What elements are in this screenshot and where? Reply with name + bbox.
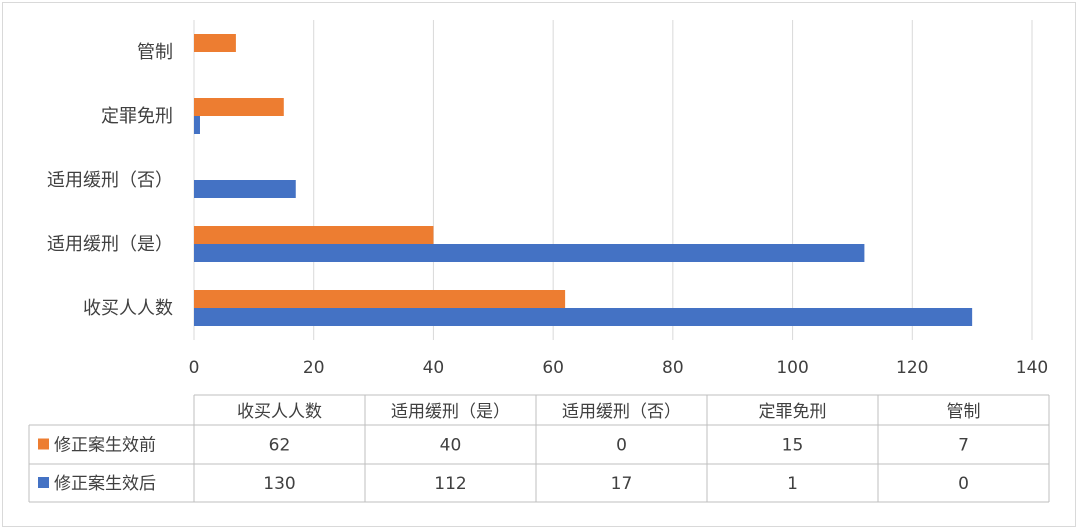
legend-swatch <box>38 477 49 488</box>
bar-before <box>194 34 236 52</box>
table-cell: 0 <box>958 474 969 494</box>
table-cell: 112 <box>434 474 466 494</box>
bars <box>194 34 973 326</box>
bar-after <box>194 308 973 326</box>
category-label: 定罪免刑 <box>101 106 173 127</box>
x-tick-label: 0 <box>189 358 200 378</box>
legend-label: 修正案生效后 <box>54 474 156 494</box>
x-tick-label: 140 <box>1016 358 1048 378</box>
table-cell: 7 <box>958 436 969 456</box>
table-header: 适用缓刑（是） <box>391 402 510 422</box>
table-header: 管制 <box>947 402 981 422</box>
bar-before <box>194 290 566 308</box>
legend-label: 修正案生效前 <box>54 436 156 456</box>
gridlines <box>193 20 1033 340</box>
table-cell: 62 <box>269 436 291 456</box>
x-tick-label: 20 <box>303 358 325 378</box>
table-cell: 40 <box>440 436 462 456</box>
table-cell: 17 <box>611 474 633 494</box>
table-header: 适用缓刑（否） <box>562 402 681 422</box>
category-label: 适用缓刑（否） <box>47 170 173 191</box>
x-tick-labels: 0 20 40 60 80 100 120 140 <box>189 358 1049 378</box>
bar-before <box>194 226 434 244</box>
bar-after <box>194 116 200 134</box>
x-tick-label: 80 <box>662 358 684 378</box>
category-labels: 收买人人数 适用缓刑（是） 适用缓刑（否） 定罪免刑 管制 <box>47 42 173 319</box>
table-cell: 0 <box>616 436 627 456</box>
bar-after <box>194 244 865 262</box>
category-label: 收买人人数 <box>83 298 173 319</box>
x-tick-label: 40 <box>423 358 445 378</box>
category-label: 适用缓刑（是） <box>47 234 173 255</box>
table-cell: 15 <box>782 436 804 456</box>
table-cell: 1 <box>787 474 798 494</box>
table-cell: 130 <box>263 474 295 494</box>
bar-before <box>194 98 284 116</box>
x-tick-label: 100 <box>776 358 808 378</box>
bar-after <box>194 180 296 198</box>
legend-swatch <box>38 438 49 450</box>
table-header: 定罪免刑 <box>759 402 827 422</box>
x-tick-label: 120 <box>896 358 928 378</box>
x-tick-label: 60 <box>542 358 564 378</box>
table-header: 收买人人数 <box>237 402 322 422</box>
category-label: 管制 <box>137 42 173 63</box>
